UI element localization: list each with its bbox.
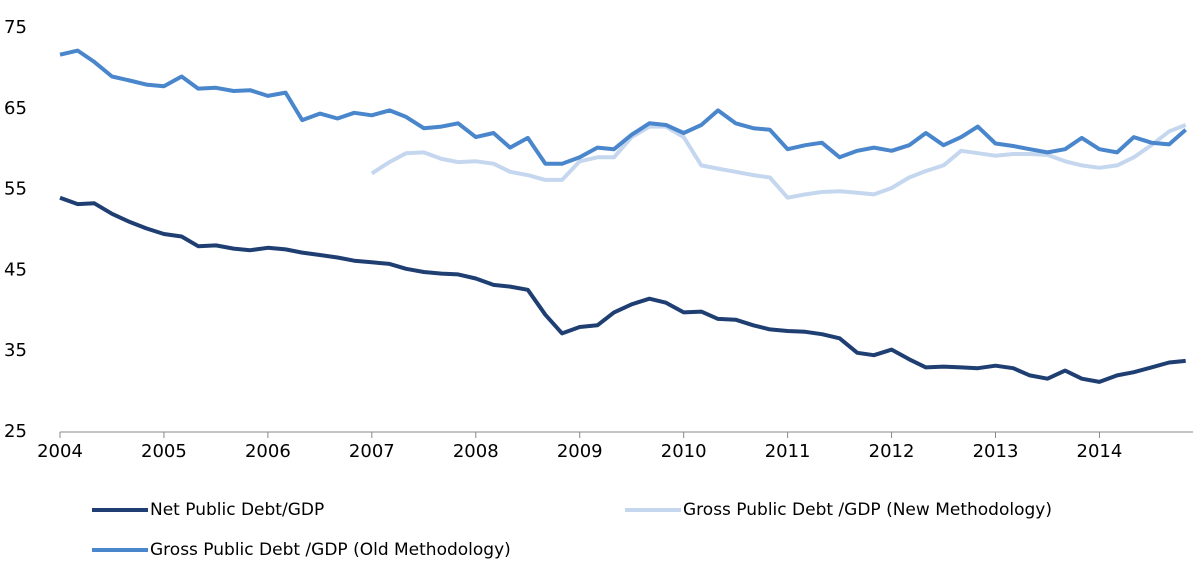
- x-tick-label: 2009: [557, 441, 603, 462]
- y-tick-label: 35: [4, 340, 27, 361]
- legend-label: Gross Public Debt /GDP (Old Methodology): [150, 540, 511, 560]
- y-tick-label: 55: [4, 179, 27, 200]
- x-tick-label: 2005: [141, 441, 187, 462]
- legend: Net Public Debt/GDP Gross Public Debt /GD…: [92, 500, 1052, 560]
- series-line: [59, 48, 1188, 166]
- x-tick-label: 2010: [661, 441, 707, 462]
- x-tick-label: 2014: [1077, 441, 1123, 462]
- x-tick-label: 2004: [37, 441, 83, 462]
- x-tick-label: 2007: [349, 441, 395, 462]
- y-tick-label: 65: [4, 98, 27, 119]
- x-tick-label: 2006: [245, 441, 291, 462]
- series-line: [59, 195, 1186, 384]
- series-line: [370, 123, 1187, 200]
- y-tick-label: 75: [4, 17, 27, 38]
- y-tick-label: 45: [4, 259, 27, 280]
- x-tick-label: 2012: [869, 441, 915, 462]
- x-tick-label: 2011: [765, 441, 811, 462]
- legend-label: Net Public Debt/GDP: [150, 500, 324, 520]
- x-tick-label: 2013: [973, 441, 1019, 462]
- y-tick-label: 25: [4, 421, 27, 442]
- x-tick-label: 2008: [453, 441, 499, 462]
- legend-label: Gross Public Debt /GDP (New Methodology): [683, 500, 1052, 520]
